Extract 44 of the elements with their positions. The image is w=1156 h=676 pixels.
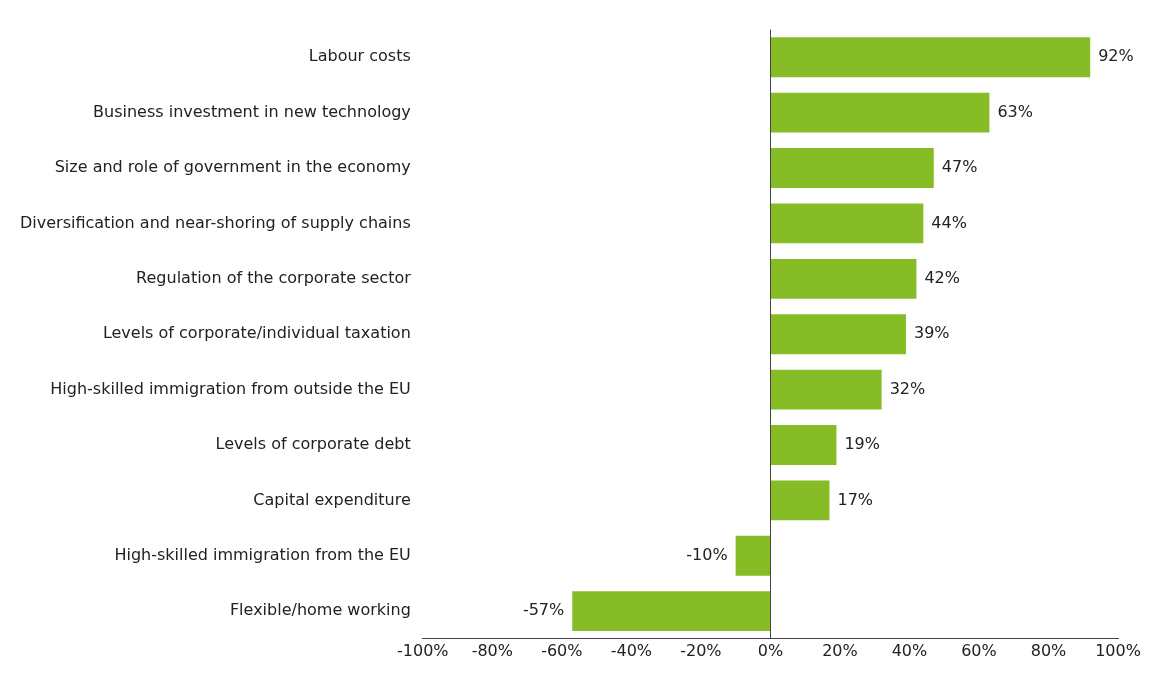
x-tick-label: 80% <box>1030 640 1067 660</box>
bar <box>572 591 771 632</box>
bar <box>770 480 830 521</box>
x-tick-label: 100% <box>1095 640 1141 660</box>
x-tick-label: -20% <box>680 640 722 660</box>
bar <box>770 148 934 188</box>
x-tick-label: -40% <box>610 640 653 660</box>
y-tick-label: Flexible/home working <box>229 600 411 620</box>
y-tick-label: High-skilled immigration from the EU <box>114 544 411 564</box>
data-label: -10% <box>686 544 728 564</box>
y-tick-label: Business investment in new technology <box>93 101 411 121</box>
y-tick-label: Diversification and near-shoring of supply chains <box>19 212 411 232</box>
y-tick-label: Labour costs <box>308 46 411 66</box>
data-label: 32% <box>889 378 926 398</box>
data-label: 17% <box>837 489 874 509</box>
bar <box>770 258 917 299</box>
x-tick-label: 20% <box>822 640 858 660</box>
data-label: 63% <box>997 101 1033 121</box>
data-label: 42% <box>924 267 960 287</box>
bar <box>735 535 771 576</box>
bar <box>770 203 924 244</box>
x-tick-label: -60% <box>541 640 583 660</box>
x-tick-label: 60% <box>961 640 997 660</box>
data-label: 92% <box>1098 46 1134 66</box>
bar <box>770 425 837 465</box>
y-tick-label: Size and role of government in the economy <box>54 157 411 177</box>
x-tick-label: 40% <box>891 640 928 660</box>
data-label: 19% <box>844 434 880 454</box>
data-label: -57% <box>522 600 565 620</box>
y-tick-label: Levels of corporate/individual taxation <box>102 323 411 343</box>
data-label: 44% <box>931 212 967 232</box>
bar <box>770 92 990 133</box>
x-tick-label: 0% <box>757 640 784 660</box>
data-label: 39% <box>913 323 950 343</box>
x-tick-label: -100% <box>397 640 449 660</box>
y-tick-label: Regulation of the corporate sector <box>136 267 412 287</box>
bar <box>770 369 882 410</box>
y-tick-label: High-skilled immigration from outside the EU <box>50 378 411 398</box>
bar <box>770 37 1091 78</box>
x-tick-label: -80% <box>471 640 513 660</box>
y-tick-label: Levels of corporate debt <box>215 434 411 454</box>
bar <box>770 314 906 355</box>
data-label: 47% <box>941 157 978 177</box>
y-tick-label: Capital expenditure <box>253 489 411 509</box>
